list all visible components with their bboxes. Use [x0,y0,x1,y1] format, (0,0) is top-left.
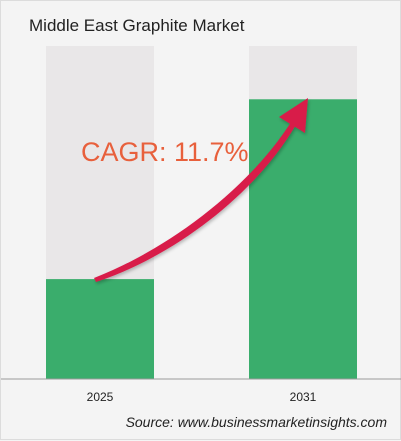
x-tick-label-2025: 2025 [87,390,114,404]
x-tick-labels: 2025 2031 [87,390,317,404]
growth-arrow [94,98,308,282]
bars-layer [46,46,357,379]
cagr-annotation: CAGR: 11.7% [81,137,249,167]
source-note: Source: www.businessmarketinsights.com [126,414,388,430]
bar-2031 [249,99,357,379]
x-tick-label-2031: 2031 [290,390,317,404]
bar-2025 [46,279,154,379]
arrow-group [94,98,308,282]
chart-title: Middle East Graphite Market [29,16,245,35]
arrow-head [279,98,308,133]
